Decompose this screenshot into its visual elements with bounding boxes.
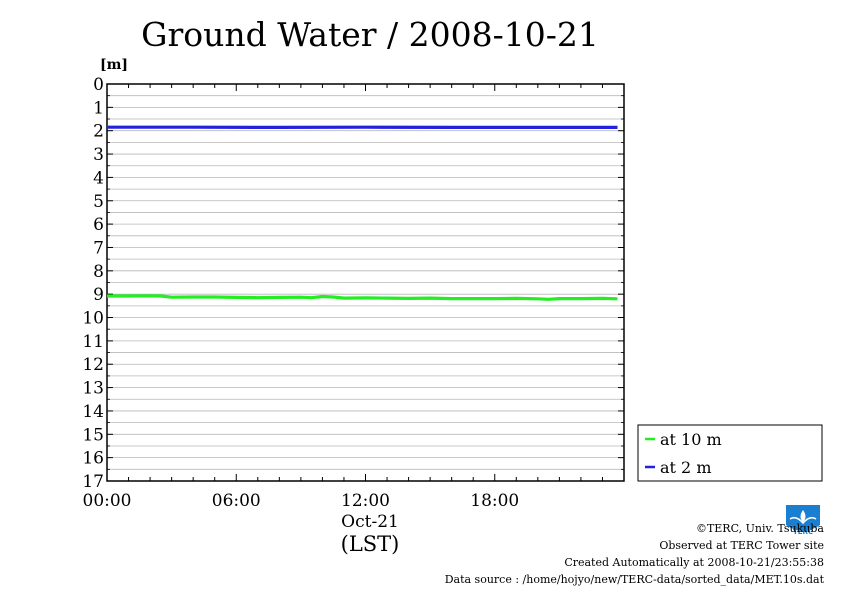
gridlines [107, 95, 624, 470]
source-text: Data source : /home/hojyo/new/TERC-data/… [444, 573, 824, 586]
y-tick-label: 4 [93, 168, 104, 188]
series-line-at-10m [107, 294, 618, 301]
chart-title: Ground Water / 2008-10-21 [141, 15, 599, 54]
y-tick-label: 8 [93, 262, 104, 282]
y-tick-label: 5 [93, 192, 104, 212]
y-tick-label: 6 [93, 215, 104, 235]
x-tick-label: 06:00 [212, 491, 261, 511]
legend-box [637, 424, 823, 482]
y-tick-label: 11 [82, 332, 104, 352]
x-axis-date-label: Oct-21 [341, 512, 399, 532]
copyright-text: ©TERC, Univ. Tsukuba [695, 522, 824, 535]
y-tick-label: 0 [93, 75, 104, 95]
y-tick-label: 7 [93, 238, 104, 258]
legend-label: at 10 m [660, 430, 722, 449]
y-tick-label: 1 [93, 98, 104, 118]
y-tick-label: 13 [82, 379, 104, 399]
y-tick-label: 9 [93, 285, 104, 305]
legend: at 10 m at 2 m [637, 424, 823, 482]
y-tick-label: 3 [93, 145, 104, 165]
terc-logo-icon: TERC [786, 505, 820, 536]
y-tick-label: 14 [82, 402, 104, 422]
y-tick-label: 17 [82, 472, 104, 492]
y-tick-label: 2 [93, 122, 104, 142]
created-text: Created Automatically at 2008-10-21/23:5… [564, 556, 824, 569]
x-tick-labels: 00:00 06:00 12:00 18:00 [83, 491, 520, 511]
y-tick-label: 10 [82, 309, 104, 329]
series-layer [107, 125, 618, 301]
y-tick-label: 12 [82, 355, 104, 375]
x-tick-label: 18:00 [470, 491, 519, 511]
y-tick-label: 16 [82, 449, 104, 469]
axis-ticks [107, 83, 624, 482]
observed-text: Observed at TERC Tower site [659, 539, 824, 552]
x-tick-label: 12:00 [341, 491, 390, 511]
y-axis-label: [m] [100, 57, 128, 73]
legend-label: at 2 m [660, 458, 712, 477]
x-axis-label: (LST) [341, 532, 400, 556]
logo-text: TERC [793, 528, 813, 536]
y-tick-label: 15 [82, 425, 104, 445]
x-tick-label: 00:00 [83, 491, 132, 511]
